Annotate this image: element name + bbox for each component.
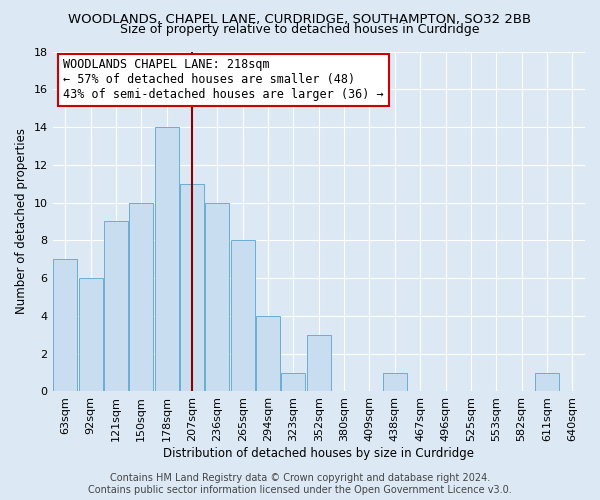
Text: WOODLANDS, CHAPEL LANE, CURDRIDGE, SOUTHAMPTON, SO32 2BB: WOODLANDS, CHAPEL LANE, CURDRIDGE, SOUTH… [68, 12, 532, 26]
Text: Size of property relative to detached houses in Curdridge: Size of property relative to detached ho… [120, 22, 480, 36]
Bar [205, 202, 229, 392]
Bar [104, 222, 128, 392]
X-axis label: Distribution of detached houses by size in Curdridge: Distribution of detached houses by size … [163, 447, 474, 460]
Bar [53, 260, 77, 392]
Bar [230, 240, 255, 392]
Y-axis label: Number of detached properties: Number of detached properties [15, 128, 28, 314]
Text: Contains HM Land Registry data © Crown copyright and database right 2024.
Contai: Contains HM Land Registry data © Crown c… [88, 474, 512, 495]
Bar [79, 278, 103, 392]
Bar [307, 335, 331, 392]
Bar [256, 316, 280, 392]
Text: WOODLANDS CHAPEL LANE: 218sqm
← 57% of detached houses are smaller (48)
43% of s: WOODLANDS CHAPEL LANE: 218sqm ← 57% of d… [63, 58, 384, 102]
Bar [383, 372, 407, 392]
Bar [129, 202, 154, 392]
Bar [155, 127, 179, 392]
Bar [180, 184, 204, 392]
Bar [535, 372, 559, 392]
Bar [281, 372, 305, 392]
